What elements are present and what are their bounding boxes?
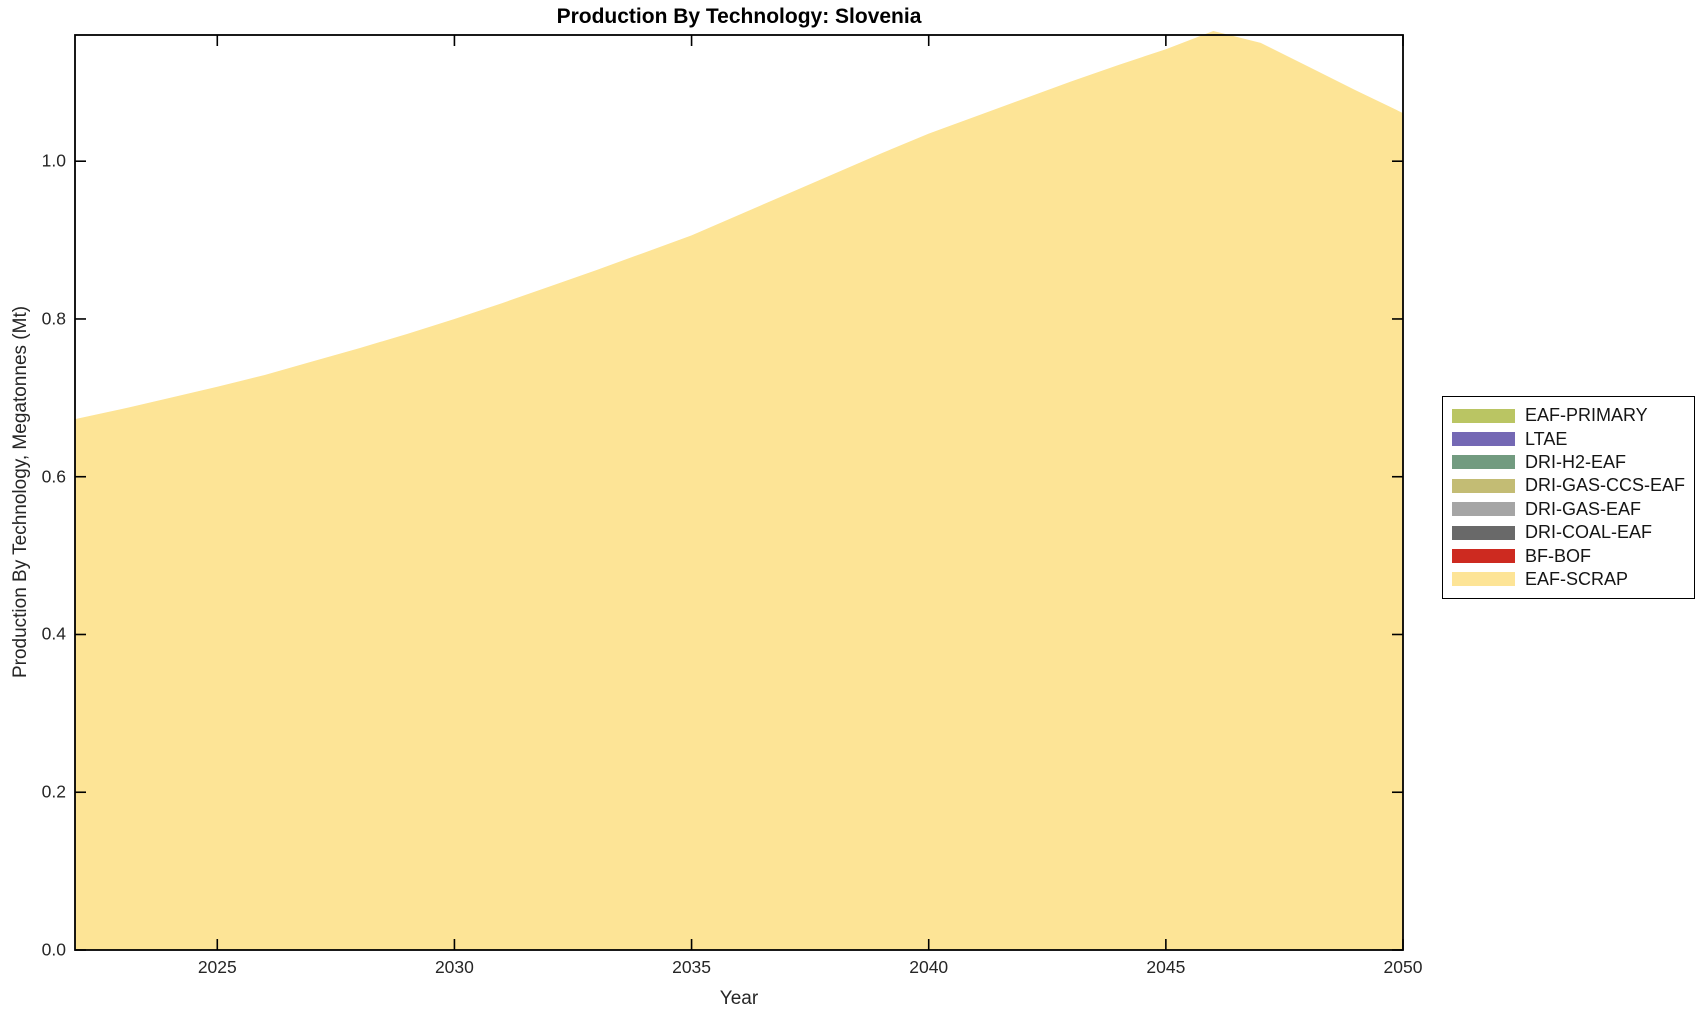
legend-item-DRI-GAS-EAF: DRI-GAS-EAF <box>1443 498 1694 521</box>
legend-label: EAF-SCRAP <box>1525 568 1629 589</box>
y-tick-label-0.0: 0.0 <box>41 939 66 960</box>
legend-label: DRI-H2-EAF <box>1525 451 1627 472</box>
legend-swatch-DRI-H2-EAF <box>1452 455 1515 470</box>
legend-swatch-EAF-PRIMARY <box>1452 408 1515 423</box>
legend-label: BF-BOF <box>1525 545 1591 566</box>
legend-item-LTAE: LTAE <box>1443 427 1694 450</box>
x-tick-label-2030: 2030 <box>434 957 474 977</box>
y-tick-label-0.4: 0.4 <box>41 623 66 644</box>
legend-box: EAF-PRIMARY LTAE DRI-H2-EAF DRI-GAS-CCS-EAF… <box>1442 396 1695 599</box>
axes-box <box>74 34 1404 951</box>
legend-label: DRI-COAL-EAF <box>1525 522 1653 543</box>
legend-swatch-BF-BOF <box>1452 549 1515 564</box>
x-tick-label-2050: 2050 <box>1383 957 1423 977</box>
x-tick-label-2025: 2025 <box>197 957 237 977</box>
legend-label: EAF-PRIMARY <box>1525 405 1648 426</box>
x-tick-label-2045: 2045 <box>1146 957 1186 977</box>
legend-item-DRI-GAS-CCS-EAF: DRI-GAS-CCS-EAF <box>1443 474 1694 497</box>
y-tick-label-0.8: 0.8 <box>41 308 66 329</box>
legend-swatch-LTAE <box>1452 432 1515 447</box>
x-tick-label-2035: 2035 <box>672 957 712 977</box>
legend-swatch-DRI-COAL-EAF <box>1452 525 1515 540</box>
legend-item-DRI-COAL-EAF: DRI-COAL-EAF <box>1443 521 1694 544</box>
y-tick-label-1.0: 1.0 <box>41 150 66 171</box>
x-axis-label: Year <box>719 988 759 1009</box>
legend-item-EAF-PRIMARY: EAF-PRIMARY <box>1443 404 1694 427</box>
area-EAF-SCRAP <box>75 31 1403 951</box>
plot-area <box>74 31 1404 951</box>
legend-swatch-DRI-GAS-EAF <box>1452 502 1515 517</box>
x-tick-label-2040: 2040 <box>909 957 949 977</box>
legend-item-DRI-H2-EAF: DRI-H2-EAF <box>1443 451 1694 474</box>
legend-swatch-DRI-GAS-CCS-EAF <box>1452 478 1515 493</box>
chart-title: Production By Technology: Slovenia <box>556 5 922 28</box>
y-tick-label-0.2: 0.2 <box>41 781 66 802</box>
legend-label: DRI-GAS-CCS-EAF <box>1525 475 1686 496</box>
y-tick-label-0.6: 0.6 <box>41 466 66 487</box>
legend-swatch-EAF-SCRAP <box>1452 572 1515 587</box>
y-axis-label: Production By Technology, Megatonnes (Mt… <box>10 305 31 679</box>
legend-label: DRI-GAS-EAF <box>1525 498 1642 519</box>
legend-item-BF-BOF: BF-BOF <box>1443 544 1694 567</box>
legend-item-EAF-SCRAP: EAF-SCRAP <box>1443 568 1694 591</box>
legend-label: LTAE <box>1525 428 1568 449</box>
